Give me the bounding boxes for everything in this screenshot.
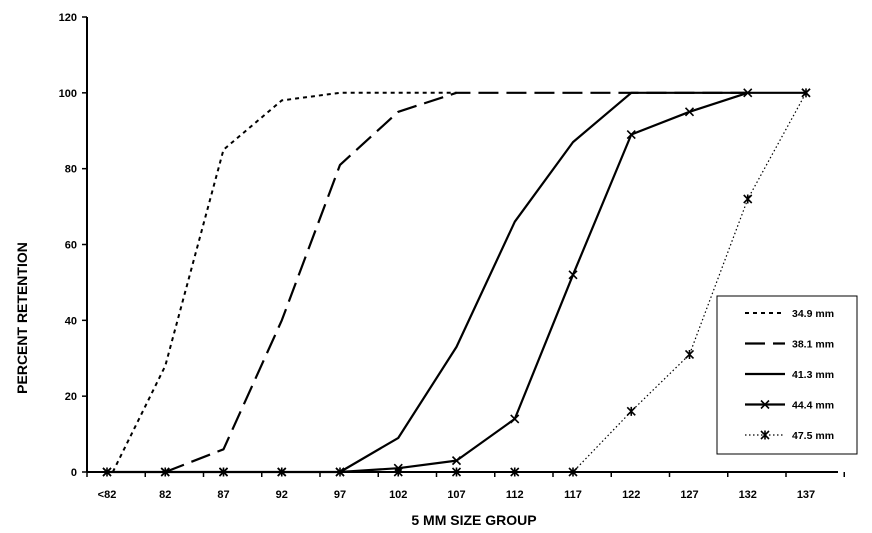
x-tick-label: 97 xyxy=(334,489,346,501)
x-tick-label: 92 xyxy=(276,489,288,501)
marker-x xyxy=(626,129,636,140)
x-tick-label: 132 xyxy=(739,489,757,501)
y-tick-label: 100 xyxy=(59,88,77,100)
x-axis-ticks: <82 82 87 92 97 102 107 112 117 122 127 132 137 xyxy=(86,472,845,501)
series-line xyxy=(339,91,748,473)
legend-label: 47.5 mm xyxy=(792,430,834,442)
x-tick-label: 117 xyxy=(564,489,582,501)
y-tick-label: 0 xyxy=(71,467,77,479)
x-tick-label: 107 xyxy=(447,489,465,501)
marker-x xyxy=(743,88,753,98)
marker-asterisk xyxy=(684,349,695,360)
x-tick-label: 87 xyxy=(217,489,229,501)
x-tick-label: 82 xyxy=(159,489,171,501)
series-47-5-mm xyxy=(102,88,811,477)
legend-label: 38.1 mm xyxy=(792,339,834,351)
series-layer xyxy=(102,88,811,477)
x-tick-label: 127 xyxy=(680,489,698,501)
marker-asterisk xyxy=(451,467,462,477)
y-tick-label: 20 xyxy=(65,391,77,403)
marker-x xyxy=(451,456,462,466)
series-line xyxy=(164,91,748,474)
series-34-9-mm xyxy=(111,91,457,473)
x-tick-label: <82 xyxy=(98,489,117,501)
marker-x xyxy=(568,270,578,280)
marker-asterisk xyxy=(277,467,287,477)
series-44-4-mm xyxy=(102,88,811,477)
marker-asterisk xyxy=(102,467,112,477)
marker-asterisk xyxy=(760,430,770,440)
marker-x xyxy=(510,414,520,424)
y-tick-label: 120 xyxy=(59,12,77,24)
y-tick-label: 60 xyxy=(65,240,77,252)
y-tick-label: 40 xyxy=(65,315,77,327)
x-axis-title: 5 MM SIZE GROUP xyxy=(411,512,536,528)
y-axis-title: PERCENT RETENTION xyxy=(14,242,30,394)
x-tick-label: 122 xyxy=(622,489,640,501)
marker-x xyxy=(684,107,695,117)
x-tick-label: 112 xyxy=(506,489,524,501)
legend: 34.9 mm 38.1 mm 41.3 mm 44.4 mm 47.5 mm xyxy=(716,295,858,455)
x-tick-label: 102 xyxy=(389,489,407,501)
marker-asterisk xyxy=(801,88,811,98)
marker-asterisk xyxy=(568,467,578,477)
series-41-3-mm xyxy=(339,91,748,473)
series-line xyxy=(107,91,806,474)
y-axis-ticks: 0 20 40 60 80 100 120 xyxy=(59,12,87,479)
marker-asterisk xyxy=(218,467,229,477)
x-tick-label: 137 xyxy=(797,489,815,501)
series-38-1-mm xyxy=(164,91,748,474)
legend-label: 34.9 mm xyxy=(792,308,834,320)
legend-label: 41.3 mm xyxy=(792,369,834,381)
marker-asterisk xyxy=(393,467,403,477)
series-line xyxy=(111,91,457,473)
series-line xyxy=(107,92,807,473)
marker-asterisk xyxy=(335,467,345,477)
y-tick-label: 80 xyxy=(65,164,77,176)
legend-box xyxy=(716,295,858,455)
legend-label: 44.4 mm xyxy=(792,400,834,412)
marker-x xyxy=(760,399,770,410)
marker-asterisk xyxy=(160,467,170,477)
marker-asterisk xyxy=(743,194,753,204)
marker-asterisk xyxy=(510,467,520,477)
marker-asterisk xyxy=(626,406,636,416)
